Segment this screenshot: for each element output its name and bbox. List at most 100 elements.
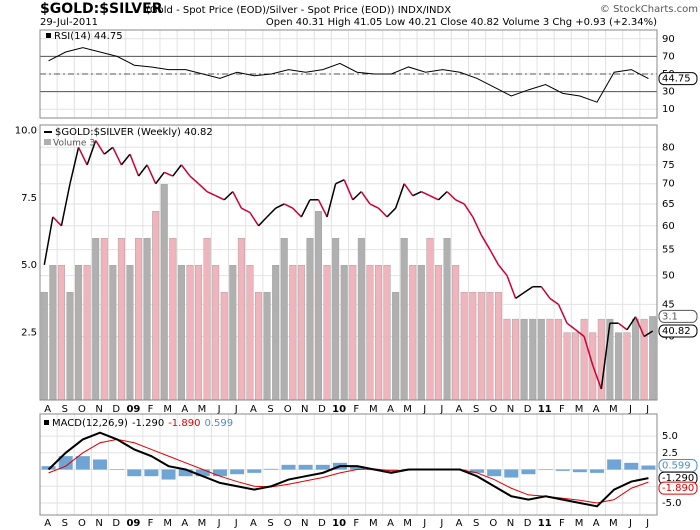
price-segment xyxy=(575,329,585,338)
histogram-bar xyxy=(538,469,553,471)
last-value-label: 0.599 xyxy=(662,461,691,472)
volume-bar xyxy=(340,264,348,401)
x-tick-label: S xyxy=(62,404,68,415)
price-segment xyxy=(592,365,603,390)
last-value-label-box xyxy=(658,481,698,495)
price-segment xyxy=(95,140,105,155)
x-tick-label: N xyxy=(507,404,514,415)
volume-bar xyxy=(160,184,168,401)
x-tick-label: F xyxy=(353,518,359,529)
x-tick-label: M xyxy=(369,404,378,415)
x-tick-label: J xyxy=(422,518,426,529)
volume-bar xyxy=(323,264,331,401)
line xyxy=(47,431,649,508)
volume-bar xyxy=(469,291,477,401)
volume-bar xyxy=(572,332,580,401)
price-segment xyxy=(523,286,534,294)
y-tick-label: 10 xyxy=(662,104,675,115)
last-value-label: -1.290 xyxy=(662,473,694,484)
x-tick-label: N xyxy=(95,518,102,529)
histogram-bar xyxy=(315,464,330,470)
histogram-bar xyxy=(555,469,570,471)
x-tick-label: J xyxy=(645,518,649,529)
chart-title: $GOLD:$SILVER xyxy=(40,1,163,17)
line xyxy=(48,47,649,103)
x-tick-label: 11 xyxy=(538,404,552,415)
x-tick-label: D xyxy=(112,518,120,529)
volume-bar xyxy=(135,238,143,401)
histogram-bar xyxy=(58,456,73,470)
price-segment xyxy=(455,199,465,205)
x-tick-label: J xyxy=(628,518,632,529)
y-tick-label: 50 xyxy=(662,271,675,282)
volume-bar xyxy=(614,332,622,401)
price-segment xyxy=(386,207,397,218)
panel-frame xyxy=(39,124,658,401)
price-segment xyxy=(180,164,191,177)
price-segment xyxy=(155,171,165,185)
price-segment xyxy=(283,203,294,209)
price-segment xyxy=(515,291,525,299)
y-tick-label: 55 xyxy=(662,245,675,256)
price-segment xyxy=(137,164,148,177)
credit: © StockCharts.com xyxy=(600,4,698,15)
price-segment xyxy=(489,249,500,266)
x-tick-label: A xyxy=(387,518,394,529)
volume-bar xyxy=(280,238,288,401)
price-segment xyxy=(377,207,388,218)
y-tick-label: 70 xyxy=(662,51,675,62)
price-segment xyxy=(172,164,182,177)
price-segment xyxy=(497,264,508,277)
price-segment xyxy=(421,190,431,197)
volume-bar xyxy=(580,318,588,401)
volume-bar xyxy=(486,291,494,401)
volume-bar xyxy=(169,238,177,401)
volume-bar xyxy=(563,332,571,401)
x-tick-label: F xyxy=(148,518,154,529)
macd-value: -1.290 xyxy=(132,418,164,429)
last-volume-label-box xyxy=(658,309,698,323)
volume-bar xyxy=(109,264,117,401)
price-segment xyxy=(77,146,88,166)
histogram-bar xyxy=(607,459,622,470)
legend-icon xyxy=(44,420,49,425)
volume-tick-label: 2.5 xyxy=(21,328,37,339)
histogram-bar xyxy=(572,469,587,473)
x-tick-label: M xyxy=(403,518,412,529)
x-tick-label: 10 xyxy=(332,404,346,415)
price-segment xyxy=(394,183,405,209)
macd-value: 0.599 xyxy=(204,418,233,429)
x-tick-label: J xyxy=(439,404,443,415)
y-tick-label: 30 xyxy=(662,87,675,98)
price-segment xyxy=(241,207,251,214)
panel-title: RSI(14) 44.75 xyxy=(54,31,123,42)
price-segment xyxy=(369,203,379,209)
x-tick-label: F xyxy=(148,404,154,415)
volume-bar xyxy=(512,318,520,401)
y-tick-label: 75 xyxy=(662,160,675,171)
y-tick-label: 70 xyxy=(662,179,675,190)
x-tick-label: J xyxy=(234,404,238,415)
volume-bar xyxy=(366,264,374,401)
x-tick-label: M xyxy=(163,404,172,415)
x-tick-label: O xyxy=(78,518,86,529)
volume-bar xyxy=(554,318,562,401)
price-segment xyxy=(472,216,483,236)
histogram-bar xyxy=(624,462,639,470)
x-tick-label: F xyxy=(353,404,359,415)
volume-bar xyxy=(75,264,83,401)
volume-bar xyxy=(177,264,185,401)
x-tick-label: O xyxy=(284,404,292,415)
price-segment xyxy=(480,234,491,250)
price-segment xyxy=(198,183,208,193)
histogram-bar xyxy=(92,459,107,470)
price-segment xyxy=(549,297,559,305)
price-segment xyxy=(257,216,268,227)
volume-bar xyxy=(212,264,220,401)
panel-title: $GOLD:$SILVER (Weekly) 40.82 xyxy=(55,127,213,138)
volume-bar xyxy=(452,264,460,401)
price-segment xyxy=(60,183,71,226)
x-tick-label: J xyxy=(217,404,221,415)
histogram-bar xyxy=(521,469,536,475)
price-segment xyxy=(232,191,243,209)
